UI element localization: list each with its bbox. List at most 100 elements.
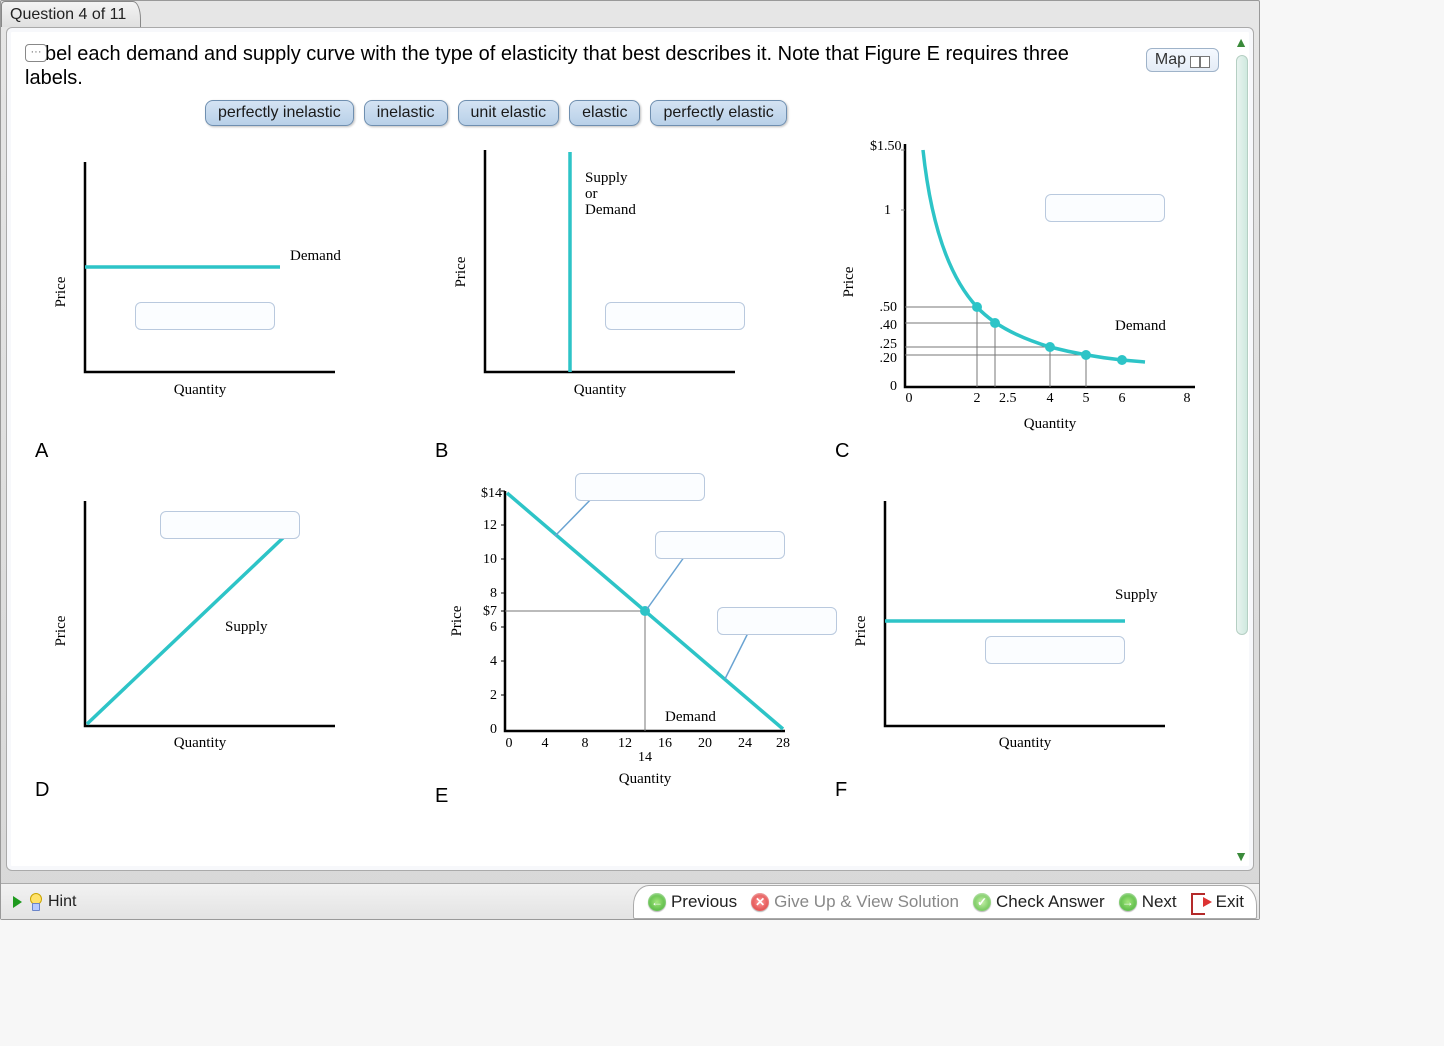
pill-elastic[interactable]: elastic: [569, 100, 640, 126]
scroll-up-icon[interactable]: ▲: [1232, 33, 1250, 51]
check-answer-button[interactable]: ✓ Check Answer: [973, 892, 1105, 912]
e-xt-28: 28: [776, 736, 790, 751]
panel-b: Supply or Demand Price Quantity B: [425, 132, 821, 467]
drop-a[interactable]: [135, 302, 275, 330]
label-b-price: Price: [453, 256, 469, 287]
c-xt-2: 2: [974, 391, 981, 406]
e-xt-16: 16: [658, 736, 672, 751]
label-b-demand: Demand: [585, 202, 636, 218]
c-xt-6: 6: [1119, 391, 1126, 406]
hint-button[interactable]: Hint: [3, 891, 86, 913]
chart-e: $14 12 10 8 $7 6 4 2 0: [425, 471, 825, 801]
e-xt-12: 12: [618, 736, 632, 751]
pill-perfectly-inelastic[interactable]: perfectly inelastic: [205, 100, 354, 126]
c-yt-1: 1: [884, 203, 891, 218]
panel-letter-f: F: [835, 779, 847, 802]
exit-button[interactable]: Exit: [1191, 892, 1244, 912]
label-c-price: Price: [841, 266, 857, 297]
e-yt-4: 4: [490, 654, 497, 669]
giveup-button[interactable]: ✕ Give Up & View Solution: [751, 892, 959, 912]
panel-c: $1.50 1 .50 .40 .25 .20 0: [825, 132, 1221, 467]
e-yt-10: 10: [483, 552, 497, 567]
scroll-down-icon[interactable]: ▼: [1232, 847, 1250, 865]
hint-label: Hint: [48, 893, 76, 911]
c-ytitle: $1.50: [870, 139, 902, 154]
c-xt-4: 4: [1047, 391, 1054, 406]
vertical-scrollbar[interactable]: ▲ ▼: [1232, 33, 1252, 865]
footer-toolbar: Hint ← Previous ✕ Give Up & View Solutio…: [1, 883, 1259, 919]
play-icon: [13, 896, 22, 908]
answer-pills-row: perfectly inelastic inelastic unit elast…: [205, 100, 1221, 126]
panel-letter-a: A: [35, 440, 48, 463]
label-b-qty: Quantity: [574, 382, 627, 398]
e-yt-8: 8: [490, 586, 497, 601]
content-frame: Map ···bel each demand and supply curve …: [6, 27, 1254, 871]
panel-letter-c: C: [835, 440, 849, 463]
e-xt-14: 14: [638, 750, 652, 765]
question-fragment: bel each demand and supply curve with th…: [25, 43, 1069, 89]
app-window: Question 4 of 11 Map ···bel each demand …: [0, 0, 1260, 920]
label-a-demand: Demand: [290, 248, 341, 264]
e-yt-0: 0: [490, 722, 497, 737]
label-d-price: Price: [53, 615, 69, 646]
e-yt-6: 6: [490, 620, 497, 635]
chart-b: Supply or Demand Price Quantity: [425, 132, 795, 432]
e-yt-2: 2: [490, 688, 497, 703]
label-f-qty: Quantity: [999, 735, 1052, 751]
drop-b[interactable]: [605, 302, 745, 330]
e-xt-8: 8: [582, 736, 589, 751]
chart-c: $1.50 1 .50 .40 .25 .20 0: [825, 132, 1215, 442]
map-button[interactable]: Map: [1146, 48, 1219, 72]
previous-button[interactable]: ← Previous: [648, 892, 737, 912]
next-label: Next: [1142, 892, 1177, 912]
panel-a: Demand Price Quantity A: [25, 132, 421, 467]
check-label: Check Answer: [996, 892, 1105, 912]
label-e-qty: Quantity: [619, 771, 672, 787]
panel-e: $14 12 10 8 $7 6 4 2 0: [425, 471, 821, 806]
question-tab: Question 4 of 11: [1, 1, 141, 27]
label-b-or: or: [585, 186, 598, 202]
e-xt-20: 20: [698, 736, 712, 751]
e-xt-4: 4: [542, 736, 549, 751]
exit-label: Exit: [1216, 892, 1244, 912]
next-button[interactable]: → Next: [1119, 892, 1177, 912]
map-button-label: Map: [1155, 51, 1186, 69]
c-yt-25: .25: [880, 337, 898, 352]
drop-e-2[interactable]: [655, 531, 785, 559]
c-yt-40: .40: [880, 318, 898, 333]
chart-a: Demand Price Quantity: [25, 132, 395, 432]
drop-e-3[interactable]: [717, 607, 837, 635]
c-xt-0: 0: [906, 391, 913, 406]
panel-letter-d: D: [35, 779, 49, 802]
drop-f[interactable]: [985, 636, 1125, 664]
panel-f: Supply Price Quantity F: [825, 471, 1221, 806]
drop-e-1[interactable]: [575, 473, 705, 501]
close-circle-icon: ✕: [751, 893, 769, 911]
e-xt-0: 0: [506, 736, 513, 751]
label-e-price: Price: [449, 605, 465, 636]
previous-label: Previous: [671, 892, 737, 912]
c-xt-8: 8: [1184, 391, 1191, 406]
label-b-supply: Supply: [585, 170, 628, 186]
panel-d: Supply Price Quantity D: [25, 471, 421, 806]
drop-c[interactable]: [1045, 194, 1165, 222]
pill-perfectly-elastic[interactable]: perfectly elastic: [650, 100, 786, 126]
drop-d[interactable]: [160, 511, 300, 539]
bulb-icon: [28, 893, 42, 911]
label-d-qty: Quantity: [174, 735, 227, 751]
arrow-left-icon: ←: [648, 893, 666, 911]
check-circle-icon: ✓: [973, 893, 991, 911]
speech-bubble-icon[interactable]: ···: [25, 44, 47, 62]
label-f-supply: Supply: [1115, 587, 1158, 603]
label-d-supply: Supply: [225, 619, 268, 635]
label-c-demand: Demand: [1115, 318, 1166, 334]
pill-inelastic[interactable]: inelastic: [364, 100, 448, 126]
c-xt-25: 2.5: [999, 391, 1017, 406]
giveup-label: Give Up & View Solution: [774, 892, 959, 912]
c-xt-5: 5: [1083, 391, 1090, 406]
label-c-qty: Quantity: [1024, 416, 1077, 432]
charts-grid: Demand Price Quantity A Supply or Demand: [25, 132, 1221, 806]
e-yt-7: $7: [483, 604, 497, 619]
pill-unit-elastic[interactable]: unit elastic: [458, 100, 560, 126]
scroll-thumb[interactable]: [1236, 55, 1248, 635]
